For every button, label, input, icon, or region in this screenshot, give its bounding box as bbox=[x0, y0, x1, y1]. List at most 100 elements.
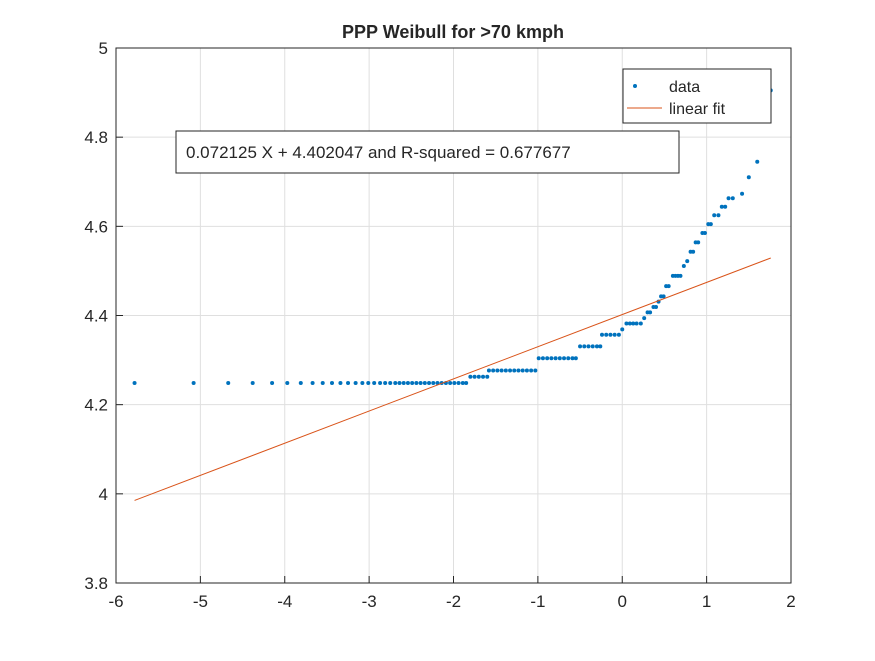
legend-marker bbox=[633, 84, 637, 88]
data-point bbox=[452, 381, 457, 386]
data-point bbox=[512, 368, 517, 373]
data-point bbox=[726, 196, 731, 201]
data-point bbox=[520, 368, 525, 373]
data-point bbox=[366, 381, 371, 386]
data-point bbox=[132, 381, 137, 386]
data-point bbox=[250, 381, 255, 386]
data-point bbox=[529, 368, 534, 373]
data-point bbox=[723, 204, 728, 209]
data-point bbox=[570, 356, 575, 361]
data-point bbox=[654, 305, 658, 310]
data-point bbox=[730, 196, 735, 201]
data-point bbox=[405, 381, 410, 386]
x-tick-label: -5 bbox=[193, 592, 208, 611]
data-point bbox=[716, 213, 721, 218]
data-point bbox=[702, 231, 707, 236]
data-point bbox=[573, 356, 578, 361]
y-tick-label: 4.6 bbox=[84, 217, 108, 236]
data-point bbox=[435, 381, 440, 386]
data-point bbox=[661, 294, 666, 299]
data-point bbox=[624, 321, 629, 326]
data-point bbox=[553, 356, 558, 361]
data-point bbox=[410, 381, 415, 386]
data-point bbox=[746, 175, 751, 180]
data-point bbox=[427, 381, 432, 386]
data-point bbox=[346, 381, 351, 386]
data-point bbox=[499, 368, 504, 373]
data-point bbox=[533, 368, 538, 373]
marks bbox=[132, 88, 773, 501]
data-point bbox=[524, 368, 529, 373]
x-tick-label: -6 bbox=[108, 592, 123, 611]
x-tick-label: -3 bbox=[362, 592, 377, 611]
data-point bbox=[468, 374, 473, 379]
data-point bbox=[495, 368, 500, 373]
annotation: 0.072125 X + 4.402047 and R-squared = 0.… bbox=[186, 143, 571, 162]
x-tick-label: 1 bbox=[702, 592, 711, 611]
data-point bbox=[508, 368, 513, 373]
data-point bbox=[486, 368, 491, 373]
data-point bbox=[740, 191, 745, 196]
data-point bbox=[320, 381, 325, 386]
data-point bbox=[578, 344, 583, 349]
data-point bbox=[472, 374, 477, 379]
data-point bbox=[691, 249, 696, 254]
y-tick-label: 3.8 bbox=[84, 574, 108, 593]
data-point bbox=[481, 374, 486, 379]
data-point bbox=[516, 368, 521, 373]
y-tick-label: 4.8 bbox=[84, 128, 108, 147]
data-point bbox=[562, 356, 567, 361]
data-point bbox=[608, 332, 613, 337]
data-point bbox=[666, 284, 671, 289]
data-point bbox=[503, 368, 508, 373]
data-point bbox=[388, 381, 393, 386]
data-point bbox=[491, 368, 496, 373]
x-tick-label: 0 bbox=[618, 592, 627, 611]
data-point bbox=[393, 381, 398, 386]
data-point bbox=[638, 321, 643, 326]
data-point bbox=[397, 381, 402, 386]
data-point bbox=[590, 344, 595, 349]
data-point bbox=[338, 381, 343, 386]
x-tick-label: 2 bbox=[786, 592, 795, 611]
data-point bbox=[476, 374, 481, 379]
data-point bbox=[712, 213, 717, 218]
data-point bbox=[627, 321, 632, 326]
data-point bbox=[540, 356, 545, 361]
data-point bbox=[594, 344, 599, 349]
data-point bbox=[464, 381, 469, 386]
data-point bbox=[612, 332, 617, 337]
data-point bbox=[422, 381, 427, 386]
data-point bbox=[642, 316, 647, 321]
data-point bbox=[298, 381, 303, 386]
data-point bbox=[360, 381, 365, 386]
data-point bbox=[372, 381, 377, 386]
annotation-box bbox=[175, 130, 680, 174]
ticks: -6 -5 -4 -3 -2 -1 0 1 2 3.8 4 4.2 4.4 4.6 4.8 5 bbox=[84, 39, 795, 611]
data-point bbox=[545, 356, 550, 361]
data-point bbox=[460, 381, 465, 386]
data-point bbox=[696, 240, 701, 245]
data-point bbox=[708, 222, 713, 227]
data-point bbox=[536, 356, 541, 361]
x-tick-label: -4 bbox=[277, 592, 292, 611]
data-point bbox=[678, 273, 683, 278]
data-point bbox=[586, 344, 591, 349]
chart-title: PPP Weibull for >70 kmph bbox=[342, 22, 564, 42]
y-tick-label: 4.2 bbox=[84, 396, 108, 415]
y-tick-label: 5 bbox=[99, 39, 108, 58]
legend: data linear fit bbox=[622, 68, 772, 124]
data-point bbox=[270, 381, 275, 386]
legend-label: data bbox=[669, 79, 700, 96]
data-point bbox=[310, 381, 315, 386]
data-point bbox=[648, 310, 653, 315]
data-point bbox=[604, 332, 609, 337]
data-point bbox=[549, 356, 554, 361]
data-point bbox=[755, 159, 760, 164]
y-tick-label: 4 bbox=[99, 485, 108, 504]
data-point bbox=[418, 381, 423, 386]
y-tick-label: 4.4 bbox=[84, 307, 108, 326]
legend-label: linear fit bbox=[669, 101, 726, 118]
